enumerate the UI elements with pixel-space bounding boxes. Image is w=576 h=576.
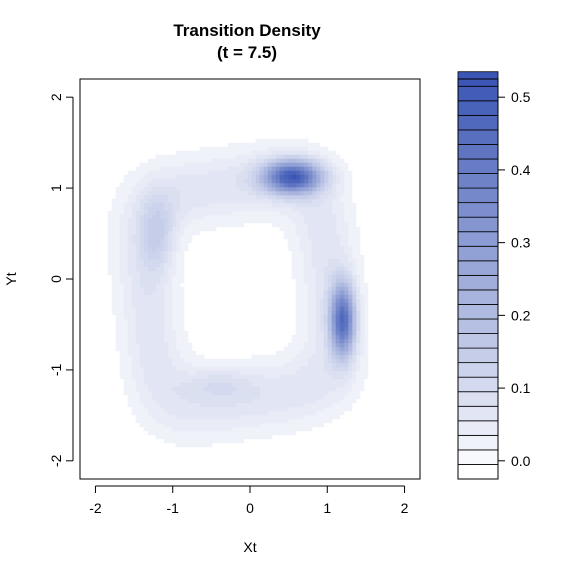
colorbar-swatch	[457, 100, 499, 116]
colorbar: 0.0 0.1 0.2 0.3 0.4 0.5	[457, 71, 531, 480]
plot-frame	[79, 78, 421, 480]
x-tick-label: -1	[167, 500, 180, 516]
contour-band-27	[291, 174, 297, 180]
y-tick-label: -2	[48, 454, 64, 467]
colorbar-tick-label: 0.3	[511, 235, 531, 251]
colorbar-swatch	[457, 231, 499, 247]
contour-band-4	[127, 150, 361, 420]
chart-title: Transition Density	[173, 21, 321, 40]
colorbar-swatch	[457, 304, 499, 320]
colorbar-swatch	[457, 405, 499, 422]
colorbar-swatch	[457, 158, 499, 174]
y-tick-label: -1	[48, 363, 64, 376]
colorbar-swatch	[457, 85, 499, 102]
colorbar-tick-label: 0.2	[511, 307, 531, 323]
colorbar-swatch	[457, 420, 499, 436]
colorbar-tick-label: 0.0	[511, 453, 531, 469]
colorbar-swatch	[457, 245, 499, 262]
colorbar-tick-label: 0.1	[511, 380, 531, 396]
colorbar-swatch	[457, 464, 499, 480]
y-axis: -2 -1 0 1 2	[48, 93, 74, 467]
colorbar-swatch	[457, 347, 499, 364]
x-axis: -2 -1 0 1 2	[89, 485, 409, 516]
colorbar-swatch	[457, 260, 499, 276]
x-axis-label: Xt	[243, 539, 256, 555]
colorbar-tick-label: 0.4	[511, 162, 531, 178]
colorbar-swatch	[457, 318, 499, 334]
colorbar-swatch	[457, 434, 499, 451]
y-axis-label: Yt	[3, 272, 19, 285]
colorbar-swatch	[457, 289, 499, 305]
colorbar-swatch	[457, 173, 499, 189]
x-tick-label: 0	[246, 500, 254, 516]
chart-subtitle: (t = 7.5)	[217, 43, 277, 62]
colorbar-swatch	[457, 216, 499, 233]
y-tick-label: 2	[48, 93, 64, 101]
colorbar-swatch	[457, 129, 499, 145]
x-tick-label: -2	[89, 500, 102, 516]
colorbar-swatch	[457, 144, 499, 160]
colorbar-swatch	[457, 274, 499, 291]
colorbar-swatch	[457, 362, 499, 378]
colorbar-frame	[457, 78, 499, 480]
colorbar-tick-label: 0.5	[511, 89, 531, 105]
x-tick-label: 2	[401, 500, 409, 516]
density-contours	[80, 79, 420, 479]
colorbar-swatch	[457, 202, 499, 218]
colorbar-swatch	[457, 114, 499, 131]
colorbar-swatch	[457, 333, 499, 349]
colorbar-swatch	[457, 449, 499, 465]
y-tick-label: 0	[48, 275, 64, 283]
y-tick-label: 1	[48, 184, 64, 192]
x-tick-label: 1	[323, 500, 331, 516]
colorbar-swatch	[457, 187, 499, 204]
colorbar-swatch	[457, 391, 499, 407]
colorbar-swatch	[457, 376, 499, 393]
